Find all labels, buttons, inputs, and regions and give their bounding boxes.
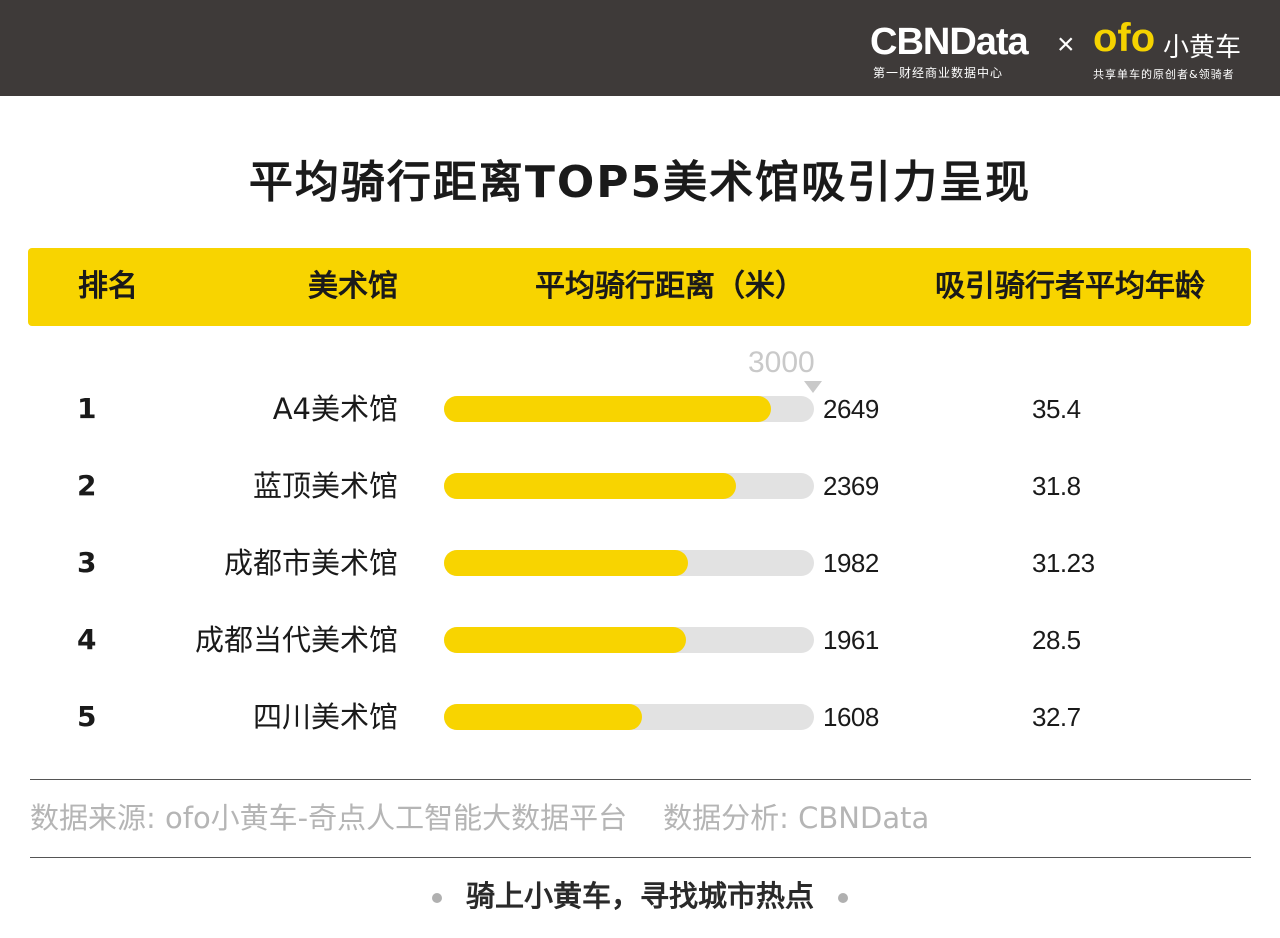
data-source-note: 数据来源: ofo小黄车-奇点人工智能大数据平台 数据分析: CBNData: [30, 800, 929, 836]
distance-bar: [444, 704, 643, 730]
page-title: 平均骑行距离TOP5美术馆吸引力呈现: [248, 157, 1032, 208]
distance-value: 1961: [823, 625, 879, 655]
bullet-icon: [838, 893, 848, 903]
ofo-logo-chinese: 小黄车: [1163, 33, 1242, 63]
age-value: 28.5: [1032, 625, 1081, 655]
museum-name: A4美术馆: [272, 392, 398, 426]
slogan-text: 骑上小黄车，寻找城市热点: [465, 879, 814, 913]
distance-bar-track: [444, 473, 814, 499]
cbndata-logo: CBNData: [870, 21, 1029, 63]
distance-bar: [444, 396, 771, 422]
column-header-museum: 美术馆: [308, 269, 398, 304]
table-row: 4 成都当代美术馆 1961 28.5: [0, 620, 1280, 660]
age-value: 32.7: [1032, 702, 1081, 732]
distance-bar-track: [444, 627, 814, 653]
museum-name: 四川美术馆: [252, 700, 398, 734]
top-banner: CBNData 第一财经商业数据中心 × ofo 小黄车 共享单车的原创者&领骑…: [0, 0, 1280, 96]
rank-cell: 4: [77, 623, 97, 656]
distance-bar-track: [444, 396, 814, 422]
age-value: 31.23: [1032, 548, 1095, 578]
bullet-icon: [431, 893, 442, 903]
column-header-age: 吸引骑行者平均年龄: [935, 269, 1205, 304]
table-row: 3 成都市美术馆 1982 31.23: [0, 543, 1280, 583]
table-row: 5 四川美术馆 1608 32.7: [0, 697, 1280, 737]
column-header-rank: 排名: [78, 269, 138, 304]
museum-name: 成都当代美术馆: [194, 623, 398, 657]
age-value: 35.4: [1032, 394, 1081, 424]
divider: [30, 779, 1251, 780]
distance-bar-track: [444, 550, 814, 576]
distance-value: 2369: [823, 471, 879, 501]
distance-bar: [444, 627, 686, 653]
rank-cell: 2: [77, 469, 97, 502]
scale-max-label: 3000: [748, 346, 815, 379]
distance-value: 2649: [823, 394, 879, 424]
slogan-footer: 骑上小黄车，寻找城市热点: [0, 876, 1280, 916]
rank-cell: 5: [77, 700, 97, 733]
data-analysis-text: 数据分析: CBNData: [663, 801, 930, 835]
data-source-text: 数据来源: ofo小黄车-奇点人工智能大数据平台: [30, 801, 628, 835]
distance-bar-track: [444, 704, 814, 730]
distance-value: 1982: [823, 548, 879, 578]
divider: [30, 857, 1251, 858]
collab-cross-icon: ×: [1057, 28, 1075, 61]
age-value: 31.8: [1032, 471, 1081, 501]
table-row: 1 A4美术馆 2649 35.4: [0, 389, 1280, 429]
museum-name: 成都市美术馆: [223, 546, 398, 580]
table-row: 2 蓝顶美术馆 2369 31.8: [0, 466, 1280, 506]
rank-cell: 3: [77, 546, 97, 579]
rank-cell: 1: [77, 392, 97, 425]
ofo-logo: ofo: [1093, 16, 1156, 60]
scale-max-marker-icon: [804, 381, 822, 393]
distance-bar: [444, 550, 689, 576]
museum-name: 蓝顶美术馆: [252, 469, 398, 503]
table-header-band: [28, 248, 1251, 326]
distance-bar: [444, 473, 737, 499]
ofo-tagline: 共享单车的原创者&领骑者: [1093, 68, 1235, 81]
column-header-distance: 平均骑行距离（米）: [535, 269, 805, 304]
distance-value: 1608: [823, 702, 879, 732]
cbndata-tagline: 第一财经商业数据中心: [873, 66, 1004, 80]
